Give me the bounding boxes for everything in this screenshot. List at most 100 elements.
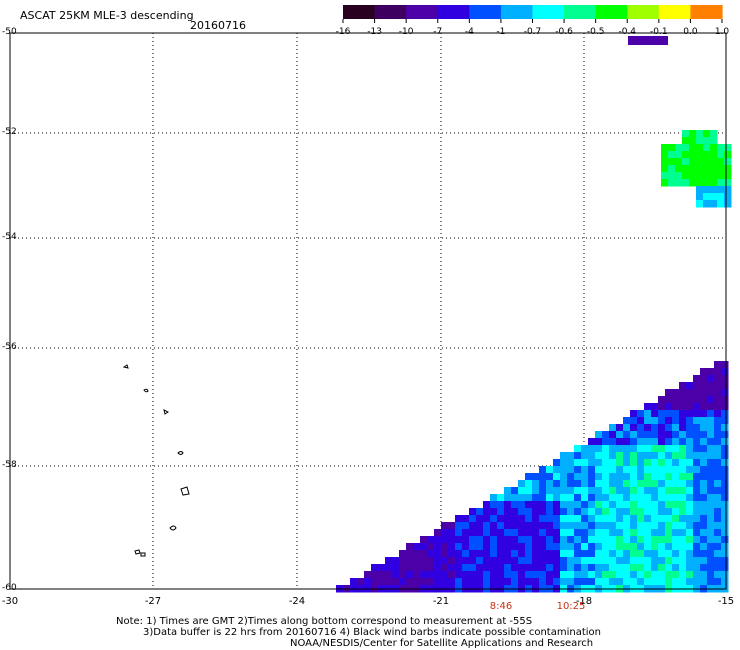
swath-cell: [679, 571, 687, 579]
swath-cell: [679, 522, 687, 530]
swath-cell: [497, 578, 505, 586]
swath-cell: [616, 557, 624, 565]
swath-cell: [448, 536, 456, 544]
swath-cell: [658, 431, 666, 439]
swath-cell: [693, 487, 701, 495]
swath-cell: [714, 494, 722, 502]
swath-cell: [483, 536, 491, 544]
swath-cell: [651, 438, 659, 446]
swath-cell: [700, 389, 708, 397]
swath-cell: [616, 529, 624, 537]
swath-cell: [574, 473, 582, 481]
swath-cell: [672, 473, 680, 481]
swath-cell: [623, 438, 631, 446]
colorbar-segment: [532, 5, 565, 19]
colorbar-segment: [406, 5, 439, 19]
swath-cell: [637, 564, 645, 572]
swath-cell: [497, 557, 505, 565]
swath-cell: [682, 151, 690, 159]
swath-cell: [637, 445, 645, 453]
swath-cell: [707, 550, 715, 558]
swath-cell: [420, 536, 428, 544]
swath-cell: [623, 543, 631, 551]
swath-cell: [700, 410, 708, 418]
swath-cell: [651, 508, 659, 516]
swath-cell: [630, 424, 638, 432]
swath-cell: [707, 487, 715, 495]
swath-cell: [588, 522, 596, 530]
swath-cell: [658, 494, 666, 502]
swath-cell: [665, 480, 673, 488]
swath-cell: [707, 480, 715, 488]
swath-cell: [693, 480, 701, 488]
swath-cell: [696, 193, 704, 201]
swath-cell: [602, 445, 610, 453]
swath-cell: [413, 543, 421, 551]
swath-cell: [637, 417, 645, 425]
swath-cell: [560, 550, 568, 558]
swath-cell: [644, 536, 652, 544]
swath-cell: [714, 529, 722, 537]
swath-cell: [420, 578, 428, 586]
swath-cell: [518, 557, 526, 565]
swath-cell: [700, 529, 708, 537]
swath-cell: [532, 578, 540, 586]
swath-cell: [651, 543, 659, 551]
swath-cell: [686, 403, 694, 411]
swath-cell: [588, 494, 596, 502]
swath-cell: [724, 158, 732, 166]
swath-cell: [651, 557, 659, 565]
swath-cell: [700, 550, 708, 558]
swath-cell: [665, 550, 673, 558]
swath-cell: [602, 536, 610, 544]
swath-cell: [434, 550, 442, 558]
swath-cell: [665, 564, 673, 572]
swath-cell: [406, 571, 414, 579]
swath-cell: [623, 459, 631, 467]
swath-cell: [710, 193, 718, 201]
swath-cell: [504, 550, 512, 558]
swath-cell: [455, 543, 463, 551]
swath-cell: [469, 508, 477, 516]
swath-cell: [707, 417, 715, 425]
lat-label: -58: [2, 460, 17, 470]
swath-cell: [651, 480, 659, 488]
swath-cell: [714, 578, 722, 586]
swath-cell: [602, 438, 610, 446]
swath-cell: [574, 487, 582, 495]
swath-cell: [595, 452, 603, 460]
swath-cell: [588, 557, 596, 565]
swath-cell: [483, 515, 491, 523]
swath-cell: [525, 501, 533, 509]
swath-cell: [686, 522, 694, 530]
swath-cell: [661, 158, 669, 166]
swath-cell: [651, 487, 659, 495]
swath-cell: [609, 452, 617, 460]
swath-cell: [441, 578, 449, 586]
swath-cell: [483, 543, 491, 551]
swath-cell: [595, 431, 603, 439]
swath-cell: [511, 543, 519, 551]
swath-cell: [609, 564, 617, 572]
swath-cell: [665, 529, 673, 537]
swath-cell: [441, 522, 449, 530]
swath-cell: [595, 550, 603, 558]
swath-cell: [714, 375, 722, 383]
swath-cell: [710, 186, 718, 194]
swath-cell: [693, 417, 701, 425]
swath-cell: [686, 543, 694, 551]
swath-cell: [588, 438, 596, 446]
swath-cell: [560, 557, 568, 565]
swath-cell: [588, 459, 596, 467]
swath-cell: [441, 550, 449, 558]
swath-cell: [724, 186, 732, 194]
swath-cell: [574, 452, 582, 460]
swath-cell: [588, 529, 596, 537]
swath-cell: [721, 389, 729, 397]
swath-cell: [700, 473, 708, 481]
swath-cell: [721, 424, 729, 432]
swath-cell: [511, 508, 519, 516]
swath-cell: [714, 536, 722, 544]
swath-cell: [602, 578, 610, 586]
swath-cell: [700, 375, 708, 383]
